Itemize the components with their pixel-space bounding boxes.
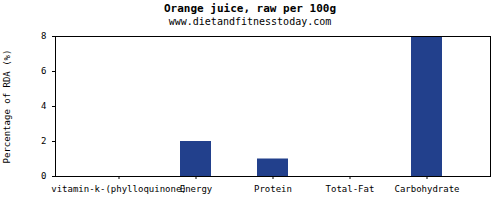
svg-text:Energy: Energy [180, 184, 213, 194]
svg-text:4: 4 [41, 101, 46, 111]
svg-text:0: 0 [41, 171, 46, 181]
html-text:Orange juice, raw per 100g: Orange juice, raw per 100g [163, 2, 337, 15]
svg-text:8: 8 [41, 31, 46, 41]
svg-text:6: 6 [41, 66, 46, 76]
svg-text:vitamin-k-(phylloquinone): vitamin-k-(phylloquinone) [51, 184, 186, 194]
svg-text:Total-Fat: Total-Fat [326, 184, 375, 194]
svg-text:Carbohydrate: Carbohydrate [394, 184, 459, 194]
svg-text:Protein: Protein [254, 184, 292, 194]
html-text:www.dietandfitnesstoday.com: www.dietandfitnesstoday.com [168, 16, 332, 27]
svg-text:2: 2 [41, 136, 46, 146]
svg-text:Percentage of RDA (%): Percentage of RDA (%) [2, 50, 12, 164]
